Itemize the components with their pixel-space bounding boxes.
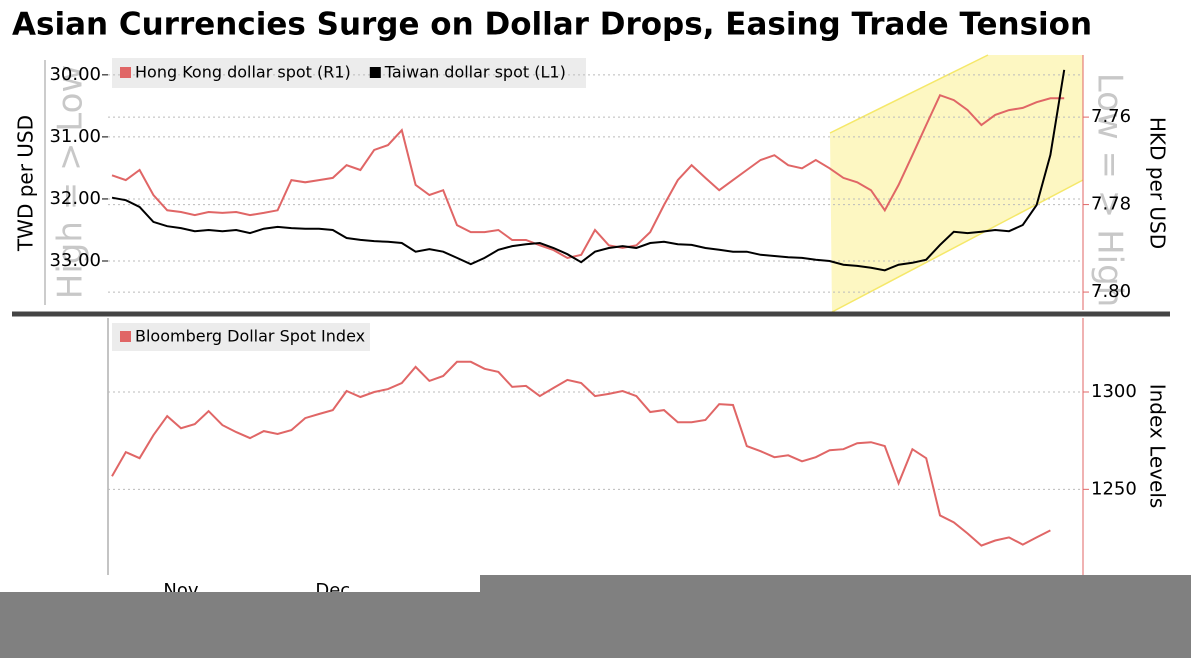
series-line [111, 360, 1051, 547]
channel-line [829, 54, 989, 134]
annotation: High = > Low [51, 65, 91, 300]
legend-label: Hong Kong dollar spot (R1) [135, 63, 351, 82]
legend-swatch [120, 331, 131, 342]
highlight-region [830, 55, 1083, 312]
y-tick-label: 33.00 [49, 250, 101, 271]
legend-swatch [120, 67, 131, 78]
y2-tick-label: 7.76 [1091, 106, 1131, 127]
series-line [111, 93, 1065, 260]
annotation: Low = > High [1090, 73, 1130, 308]
y2-tick-label: 1250 [1091, 478, 1137, 499]
chart-title: Asian Currencies Surge on Dollar Drops, … [12, 7, 1092, 43]
y2-axis-label: HKD per USD [1146, 117, 1170, 249]
y2-tick-label: 7.80 [1091, 281, 1131, 302]
y-axis-label: TWD per USD [14, 115, 38, 252]
y-tick-label: 32.00 [49, 188, 101, 209]
legend-label: Taiwan dollar spot (L1) [384, 63, 566, 82]
legend-label: Bloomberg Dollar Spot Index [135, 327, 365, 346]
channel-line [831, 179, 1084, 313]
y2-tick-label: 7.78 [1091, 194, 1131, 215]
legend [112, 323, 370, 351]
y-tick-label: 31.00 [49, 126, 101, 147]
y2-tick-label: 1300 [1091, 381, 1137, 402]
y-axis-label: Index Levels [1146, 384, 1170, 509]
legend-swatch [369, 67, 381, 78]
overlay [0, 592, 1191, 658]
y-tick-label: 30.00 [49, 64, 101, 85]
legend [112, 58, 586, 88]
series-line [111, 69, 1066, 272]
